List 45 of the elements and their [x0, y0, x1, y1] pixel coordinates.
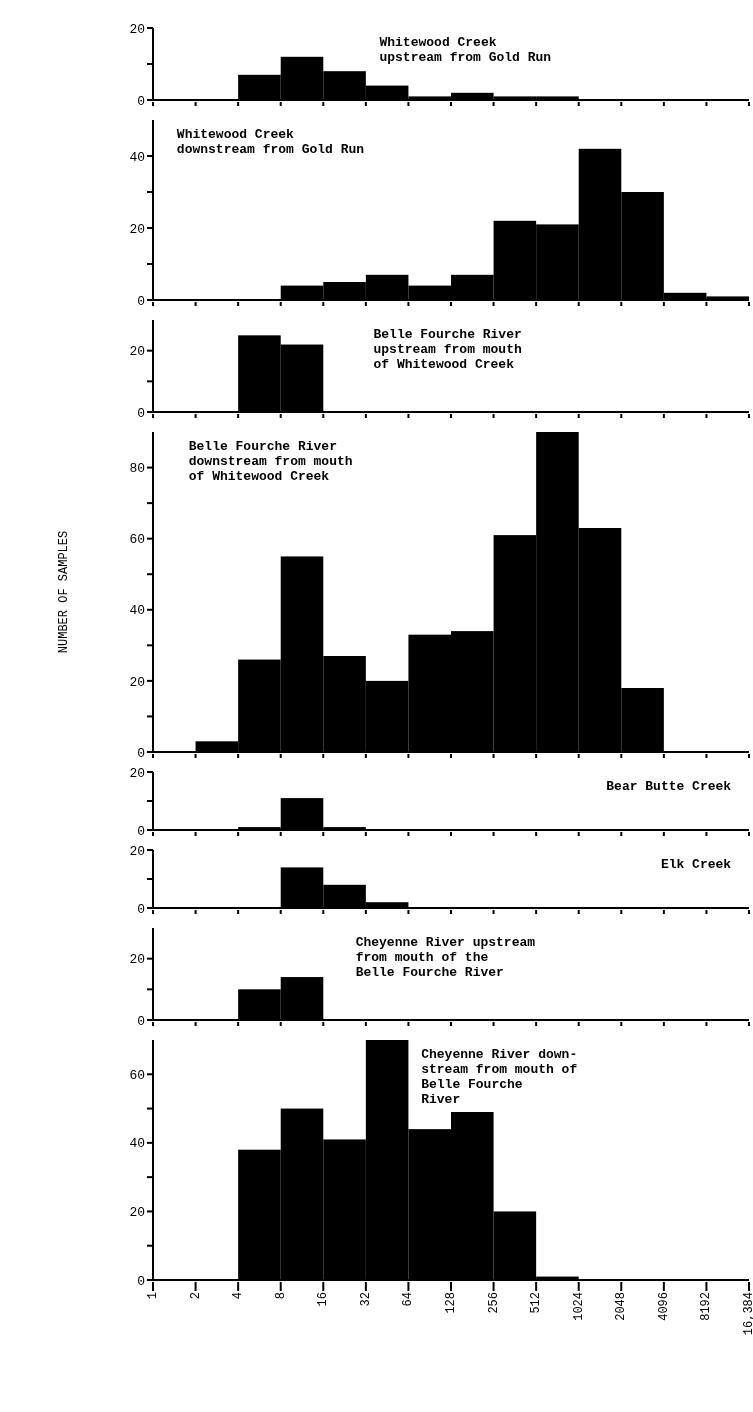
x-tick-label: 2	[188, 1292, 203, 1300]
text: Bear Butte Creek	[606, 779, 732, 794]
y-tick-label: 40	[129, 603, 145, 619]
x-tick-label: 128	[444, 1292, 458, 1314]
x-tick-label: 32	[358, 1292, 373, 1307]
y-tick-label: 60	[129, 532, 145, 548]
text: Belle Fourche River downstream from mouth of Whitewood Creek	[188, 439, 353, 484]
text: Whitewood Creek downstream from Gold Run	[176, 127, 365, 157]
y-tick-label: 0	[137, 1013, 145, 1029]
y-tick-label: 0	[137, 93, 145, 109]
text: Elk Creek	[660, 857, 732, 872]
x-tick-label: 1	[146, 1292, 160, 1300]
x-tick-label: 1024	[571, 1292, 586, 1321]
text: Cheyenne River down- stream from mouth of Belle Fourche River	[421, 1047, 578, 1107]
y-tick-label: 20	[129, 952, 145, 968]
x-tick-label: 64	[401, 1292, 416, 1307]
y-tick-label: 0	[137, 745, 145, 761]
x-tick-label: 8192	[699, 1292, 714, 1321]
y-tick-label: 20	[129, 674, 145, 690]
y-tick-label: 0	[137, 823, 145, 839]
y-tick-label: 20	[129, 344, 145, 360]
y-tick-label: 0	[137, 1273, 145, 1289]
y-tick-label: 0	[137, 293, 145, 309]
y-tick-label: 0	[137, 901, 145, 917]
text: Whitewood Creek upstream from Gold Run	[379, 35, 552, 65]
x-tick-label: 512	[529, 1292, 544, 1314]
y-tick-label: 20	[129, 1205, 145, 1221]
x-tick-label: 4	[231, 1292, 246, 1300]
y-tick-label: 40	[129, 1136, 145, 1152]
y-tick-label: 20	[129, 765, 145, 781]
y-tick-label: 20	[129, 843, 145, 859]
x-tick-label: 16	[316, 1292, 331, 1307]
y-tick-label: 0	[137, 405, 145, 421]
y-axis-title: NUMBER OF SAMPLES	[57, 530, 72, 654]
x-tick-label: 256	[486, 1292, 501, 1314]
text: Cheyenne River upstream from mouth of the Belle Fourche River	[355, 935, 536, 980]
x-tick-label: 8	[273, 1292, 288, 1300]
y-tick-label: 20	[129, 221, 145, 237]
text: Belle Fourche River upstream from mouth of Whitewood Creek	[373, 327, 522, 372]
y-tick-label: 40	[129, 149, 145, 165]
x-tick-label: 2048	[614, 1292, 629, 1321]
y-tick-label: 20	[129, 21, 145, 37]
x-tick-label: 4096	[656, 1292, 671, 1321]
y-tick-label: 60	[129, 1067, 145, 1083]
y-tick-label: 80	[129, 461, 145, 477]
